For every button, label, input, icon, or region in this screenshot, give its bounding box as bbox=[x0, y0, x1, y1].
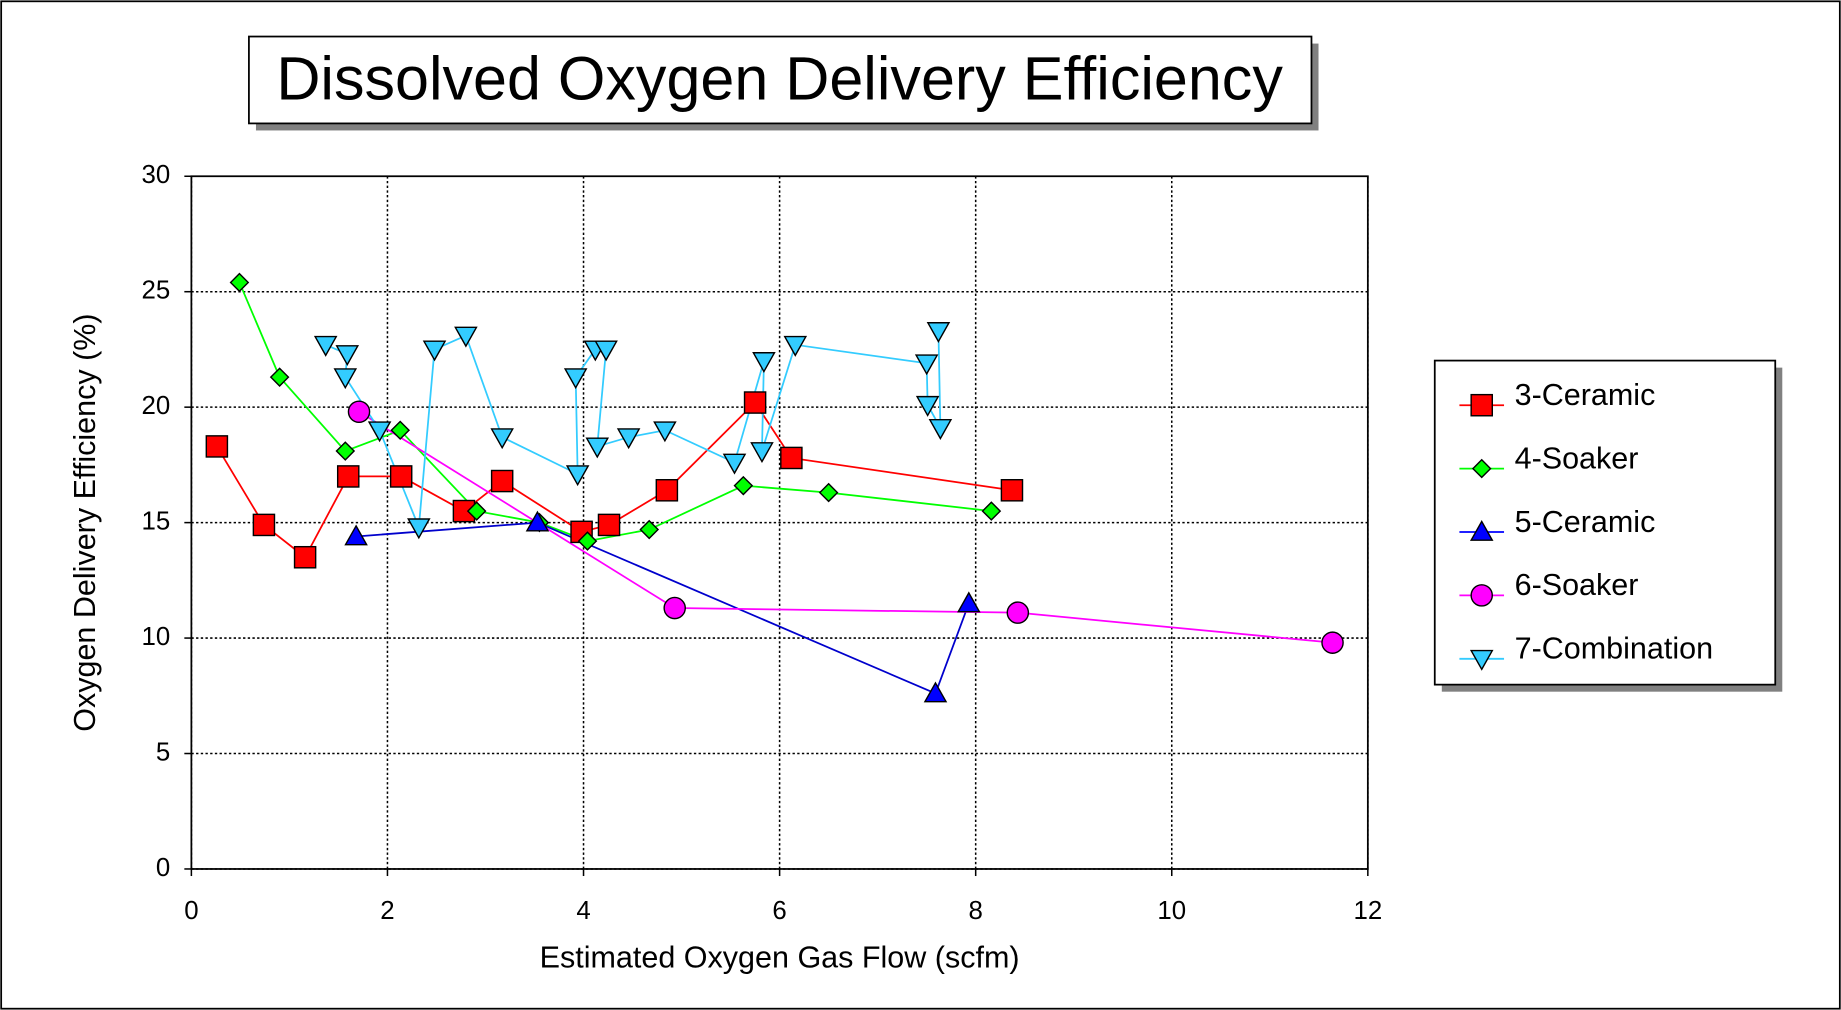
marker bbox=[205, 435, 229, 458]
marker bbox=[1006, 601, 1030, 624]
x-tick-label: 8 bbox=[968, 897, 982, 925]
marker bbox=[981, 501, 1002, 521]
marker bbox=[313, 335, 338, 357]
marker bbox=[422, 340, 447, 362]
marker bbox=[577, 531, 598, 551]
y-tick-label: 20 bbox=[142, 392, 171, 420]
title-box bbox=[248, 35, 1313, 125]
marker bbox=[957, 591, 981, 613]
legend-label: 7-Combination bbox=[1515, 632, 1713, 666]
legend-label: 5-Ceramic bbox=[1515, 505, 1656, 539]
plot-border bbox=[190, 175, 1369, 870]
marker bbox=[347, 400, 371, 424]
marker bbox=[454, 326, 478, 348]
marker bbox=[915, 395, 940, 417]
x-tick-label: 0 bbox=[184, 897, 198, 925]
marker bbox=[466, 501, 487, 521]
marker bbox=[914, 354, 939, 376]
marker bbox=[389, 465, 413, 488]
marker bbox=[639, 519, 660, 540]
chart-title: Dissolved Oxygen Delivery Efficiency bbox=[276, 45, 1283, 113]
marker bbox=[585, 437, 610, 459]
marker bbox=[750, 442, 774, 464]
y-axis-label: Oxygen Delivery Efficiency (%) bbox=[68, 313, 102, 731]
marker bbox=[490, 469, 514, 493]
x-tick-label: 4 bbox=[576, 897, 590, 925]
marker bbox=[367, 421, 392, 443]
marker bbox=[563, 368, 588, 390]
marker bbox=[722, 453, 747, 475]
marker bbox=[336, 465, 360, 488]
marker bbox=[229, 272, 250, 293]
y-tick-label: 0 bbox=[156, 854, 170, 882]
marker bbox=[1000, 479, 1024, 502]
y-tick-label: 30 bbox=[142, 161, 171, 189]
marker bbox=[565, 465, 590, 487]
x-axis-label: Estimated Oxygen Gas Flow (scfm) bbox=[540, 940, 1020, 974]
marker bbox=[269, 367, 290, 387]
legend-marker bbox=[1471, 458, 1492, 479]
legend-marker bbox=[1470, 584, 1493, 607]
y-tick-label: 15 bbox=[142, 507, 171, 535]
marker bbox=[293, 545, 317, 569]
legend-marker bbox=[1469, 520, 1494, 541]
marker bbox=[923, 681, 948, 703]
marker bbox=[597, 513, 621, 537]
marker bbox=[407, 518, 431, 540]
marker bbox=[655, 479, 679, 502]
marker bbox=[733, 475, 754, 496]
legend-label: 6-Soaker bbox=[1515, 568, 1639, 602]
marker bbox=[653, 421, 677, 443]
legend-marker bbox=[1470, 393, 1493, 417]
marker bbox=[344, 524, 368, 546]
marker bbox=[780, 446, 803, 470]
x-tick-label: 10 bbox=[1157, 897, 1186, 925]
marker bbox=[616, 428, 641, 450]
y-tick-label: 5 bbox=[156, 738, 170, 766]
x-tick-label: 6 bbox=[772, 897, 786, 925]
marker bbox=[335, 345, 360, 367]
marker bbox=[525, 510, 550, 532]
y-tick-label: 10 bbox=[142, 623, 171, 651]
marker bbox=[743, 391, 767, 414]
legend-label: 3-Ceramic bbox=[1515, 378, 1656, 412]
marker bbox=[752, 352, 776, 373]
marker bbox=[783, 335, 808, 357]
marker bbox=[390, 420, 411, 441]
marker bbox=[818, 482, 839, 503]
marker bbox=[333, 368, 358, 390]
x-tick-label: 2 bbox=[380, 897, 394, 925]
marker bbox=[490, 428, 514, 450]
marker bbox=[252, 513, 276, 537]
marker bbox=[663, 596, 686, 620]
marker bbox=[928, 419, 953, 440]
marker bbox=[594, 340, 618, 362]
legend-label: 4-Soaker bbox=[1515, 441, 1639, 475]
legend-marker bbox=[1469, 649, 1494, 671]
x-tick-label: 12 bbox=[1353, 897, 1382, 925]
marker bbox=[1321, 631, 1344, 654]
marker bbox=[335, 441, 356, 461]
marker bbox=[926, 322, 951, 343]
series-line bbox=[358, 411, 1333, 644]
y-tick-label: 25 bbox=[142, 277, 171, 305]
